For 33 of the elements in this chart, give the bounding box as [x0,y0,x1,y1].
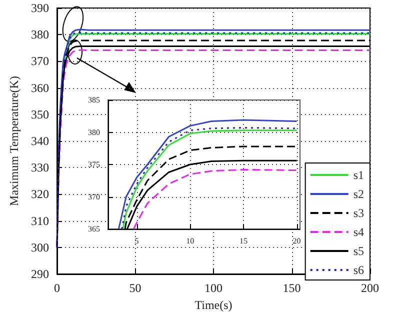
x-tick-label: 10 [186,236,194,246]
y-tick-label: 365 [88,224,100,234]
x-tick-label: 0 [54,281,60,295]
y-tick-label: 310 [31,214,49,228]
legend-label: s3 [353,206,364,220]
legend-label: s1 [353,168,364,182]
y-tick-label: 385 [88,96,100,104]
x-tick-label: 20 [292,236,301,246]
x-tick-label: 200 [361,281,379,295]
y-tick-label: 320 [31,187,49,202]
legend-label: s4 [353,225,364,239]
y-tick-label: 330 [31,160,49,175]
x-tick-label: 15 [239,236,248,246]
y-tick-label: 380 [88,128,100,137]
y-tick-label: 370 [31,54,49,68]
y-tick-label: 370 [88,192,100,202]
y-tick-label: 390 [31,1,49,15]
y-tick-label: 375 [88,160,100,169]
y-axis-title: Maximum Temperature(K) [7,76,22,206]
x-tick-label: 50 [129,281,142,295]
legend-label: s2 [353,187,364,201]
x-tick-label: 150 [282,281,301,295]
y-tick-label: 360 [31,80,49,95]
x-tick-label: 100 [204,281,222,295]
y-tick-label: 300 [31,240,49,254]
x-axis-title: Time(s) [194,298,232,312]
legend-label: s5 [353,244,364,258]
y-tick-label: 340 [31,134,49,148]
y-tick-label: 380 [31,28,49,42]
x-tick-label: 5 [134,236,139,246]
legend-label: s6 [353,263,364,277]
y-tick-label: 350 [31,107,49,122]
y-tick-label: 290 [31,267,49,281]
